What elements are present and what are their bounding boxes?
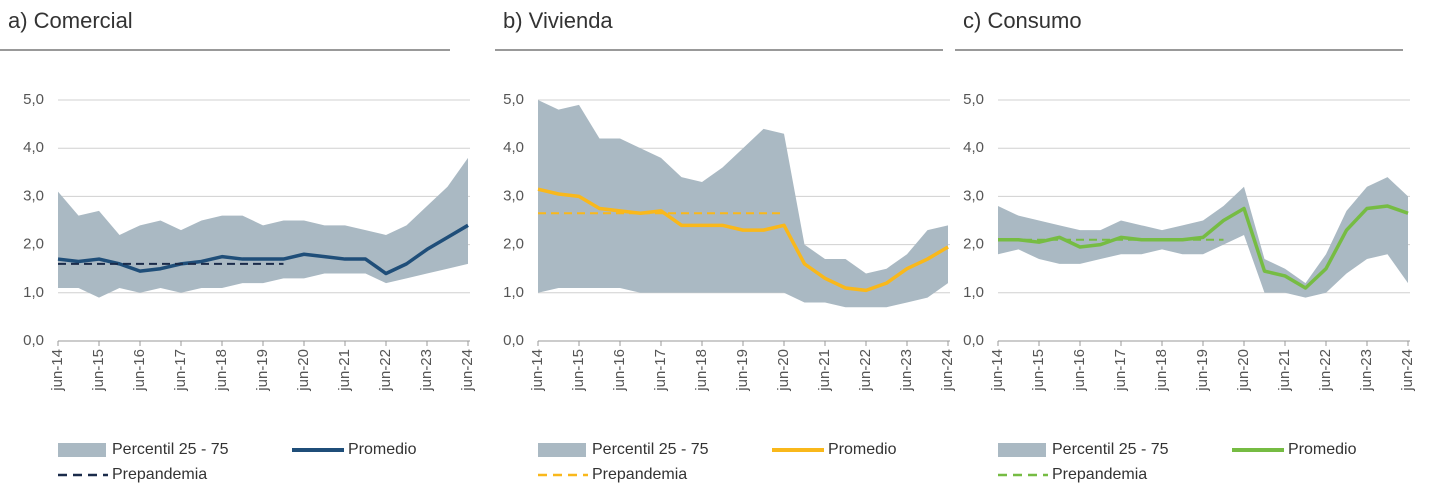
x-tick-label: jun-21 bbox=[816, 349, 833, 392]
chart: a) Comercial 0,0 1,0 2,0 3,0 4,0 5,0 jun-14 jun-… bbox=[0, 8, 476, 483]
x-tick-label: jun-17 bbox=[1112, 349, 1129, 392]
x-tick-label: jun-15 bbox=[1030, 349, 1047, 392]
y-tick-label: 2,0 bbox=[23, 236, 44, 253]
percentile-band bbox=[58, 157, 468, 298]
legend-label: Prepandemia bbox=[592, 466, 687, 483]
y-tick-label: 3,0 bbox=[503, 187, 524, 204]
x-tick-label: jun-19 bbox=[254, 349, 271, 392]
x-tick-label: jun-21 bbox=[336, 349, 353, 392]
x-tick-label: jun-18 bbox=[693, 349, 710, 392]
legend-label: Prepandemia bbox=[112, 466, 207, 483]
y-tick-label: 5,0 bbox=[503, 91, 524, 108]
y-tick-label: 5,0 bbox=[963, 91, 984, 108]
x-tick-label: jun-22 bbox=[1317, 349, 1334, 392]
legend-label: Percentil 25 - 75 bbox=[592, 441, 709, 458]
y-tick-label: 4,0 bbox=[503, 139, 524, 156]
y-tick-label: 0,0 bbox=[503, 332, 524, 349]
legend-swatch bbox=[538, 443, 586, 457]
legend-label: Promedio bbox=[828, 441, 897, 458]
chart: c) Consumo 0,0 1,0 2,0 3,0 4,0 5,0 jun-14 jun-15… bbox=[955, 8, 1416, 483]
y-tick-label: 0,0 bbox=[23, 332, 44, 349]
chart: b) Vivienda 0,0 1,0 2,0 3,0 4,0 5,0 jun-14 jun-1… bbox=[495, 8, 956, 483]
legend-label: Promedio bbox=[1288, 441, 1357, 458]
x-tick-label: jun-19 bbox=[1194, 349, 1211, 392]
chart-title: b) Vivienda bbox=[503, 8, 613, 33]
average-line bbox=[57, 223, 469, 276]
x-tick-label: jun-24 bbox=[459, 349, 476, 392]
percentile-band bbox=[538, 100, 948, 308]
legend-swatch bbox=[998, 443, 1046, 457]
y-tick-label: 5,0 bbox=[23, 91, 44, 108]
x-tick-label: jun-24 bbox=[1399, 349, 1416, 392]
y-tick-label: 3,0 bbox=[23, 187, 44, 204]
x-tick-label: jun-15 bbox=[570, 349, 587, 392]
y-tick-label: 1,0 bbox=[23, 284, 44, 301]
x-tick-label: jun-15 bbox=[90, 349, 107, 392]
y-tick-label: 0,0 bbox=[963, 332, 984, 349]
x-tick-label: jun-22 bbox=[377, 349, 394, 392]
x-tick-label: jun-16 bbox=[131, 349, 148, 392]
x-tick-label: jun-20 bbox=[775, 349, 792, 392]
y-tick-label: 4,0 bbox=[963, 139, 984, 156]
x-tick-label: jun-17 bbox=[652, 349, 669, 392]
x-tick-label: jun-14 bbox=[989, 349, 1006, 392]
x-tick-label: jun-23 bbox=[418, 349, 435, 392]
y-tick-label: 4,0 bbox=[23, 139, 44, 156]
legend-swatch bbox=[58, 443, 106, 457]
x-tick-label: jun-16 bbox=[611, 349, 628, 392]
x-tick-label: jun-20 bbox=[295, 349, 312, 392]
chart-title: c) Consumo bbox=[963, 8, 1082, 33]
x-tick-label: jun-24 bbox=[939, 349, 956, 392]
y-tick-label: 2,0 bbox=[503, 236, 524, 253]
y-tick-label: 2,0 bbox=[963, 236, 984, 253]
x-tick-label: jun-23 bbox=[1358, 349, 1375, 392]
x-tick-label: jun-19 bbox=[734, 349, 751, 392]
x-tick-label: jun-14 bbox=[49, 349, 66, 392]
legend-label: Percentil 25 - 75 bbox=[112, 441, 229, 458]
x-tick-label: jun-23 bbox=[898, 349, 915, 392]
x-tick-label: jun-16 bbox=[1071, 349, 1088, 392]
x-tick-label: jun-18 bbox=[213, 349, 230, 392]
x-tick-label: jun-18 bbox=[1153, 349, 1170, 392]
average-line bbox=[537, 187, 949, 293]
legend-label: Percentil 25 - 75 bbox=[1052, 441, 1169, 458]
legend-label: Prepandemia bbox=[1052, 466, 1147, 483]
chart-title: a) Comercial bbox=[8, 8, 133, 33]
y-tick-label: 1,0 bbox=[963, 284, 984, 301]
x-tick-label: jun-17 bbox=[172, 349, 189, 392]
x-tick-label: jun-14 bbox=[529, 349, 546, 392]
x-tick-label: jun-22 bbox=[857, 349, 874, 392]
x-tick-label: jun-21 bbox=[1276, 349, 1293, 392]
y-tick-label: 3,0 bbox=[963, 187, 984, 204]
y-tick-label: 1,0 bbox=[503, 284, 524, 301]
legend-label: Promedio bbox=[348, 441, 417, 458]
x-tick-label: jun-20 bbox=[1235, 349, 1252, 392]
